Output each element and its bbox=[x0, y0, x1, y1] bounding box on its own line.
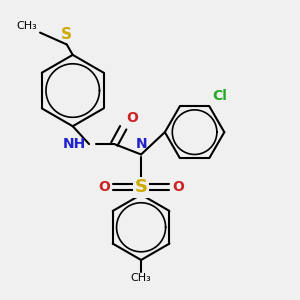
Text: S: S bbox=[135, 178, 148, 196]
Text: O: O bbox=[126, 111, 138, 125]
Text: CH₃: CH₃ bbox=[131, 273, 152, 283]
Text: CH₃: CH₃ bbox=[16, 21, 37, 31]
Text: Cl: Cl bbox=[212, 89, 227, 103]
Text: O: O bbox=[98, 180, 110, 194]
Text: N: N bbox=[135, 137, 147, 152]
Text: O: O bbox=[172, 180, 184, 194]
Text: NH: NH bbox=[63, 137, 86, 151]
Text: S: S bbox=[61, 26, 72, 41]
